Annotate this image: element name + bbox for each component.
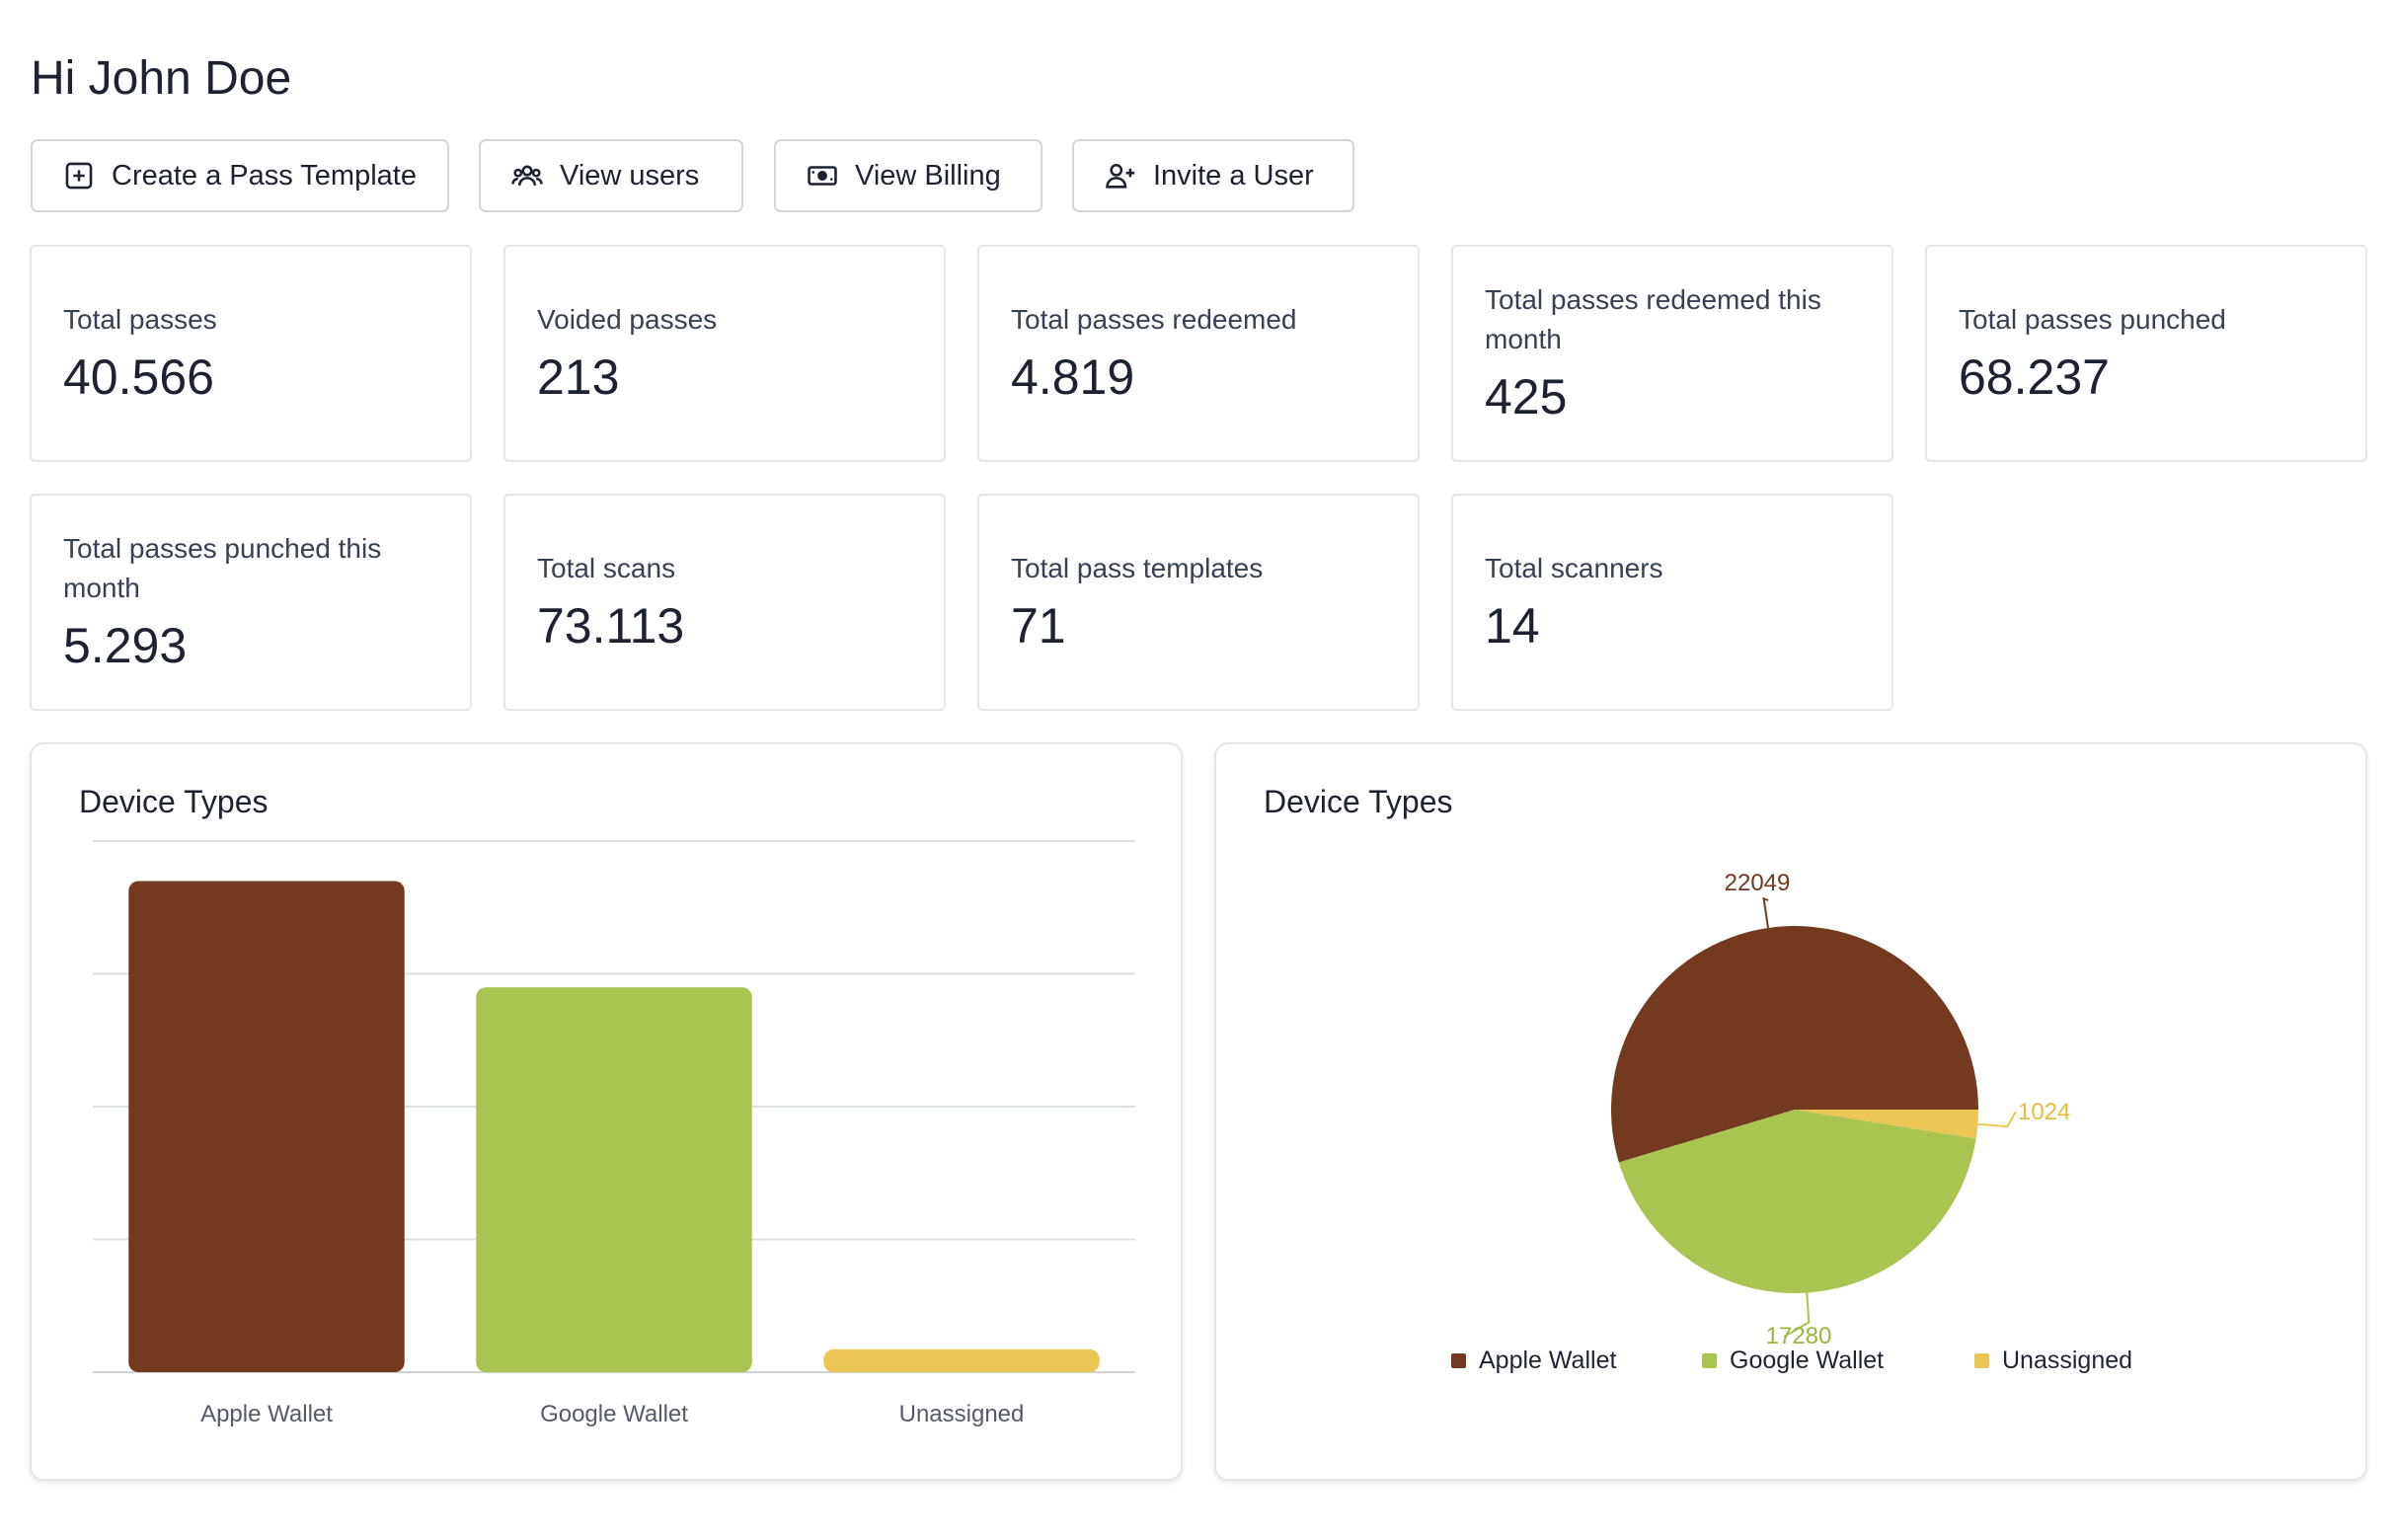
leader-line: [1977, 1111, 2017, 1128]
stat-value: 40.566: [63, 349, 214, 405]
stat-value: 68.237: [1959, 349, 2110, 405]
device-types-pie-chart: 22049 17280 1024 Apple Wallet Google Wallet U…: [1451, 870, 2132, 1374]
plus-square-icon: [62, 159, 96, 192]
stat-card-voided-passes: Voided passes 213: [503, 245, 946, 462]
stat-label: Total passes redeemed this month: [1485, 284, 1821, 354]
page-title: Hi John Doe: [31, 52, 292, 105]
slice-value-label: 1024: [2018, 1099, 2070, 1125]
stat-value: 73.113: [537, 598, 685, 654]
leader-line: [1762, 896, 1769, 929]
legend-swatch: [1974, 1353, 1989, 1368]
bar-unassigned: [823, 1348, 1100, 1372]
legend-swatch: [1702, 1353, 1717, 1368]
slice-apple-wallet: [1611, 925, 1978, 1163]
invite-user-button[interactable]: Invite a User: [1072, 139, 1354, 212]
stat-value: 14: [1485, 598, 1540, 654]
stat-value: 71: [1011, 598, 1066, 654]
slice-value-label: 17280: [1766, 1323, 1832, 1349]
stat-label: Total passes redeemed: [1011, 304, 1297, 335]
stat-card-total-passes: Total passes 40.566: [30, 245, 472, 462]
slice-google-wallet: [1618, 1110, 1976, 1293]
bar-google-wallet: [476, 987, 752, 1372]
stat-card-total-scans: Total scans 73.113: [503, 494, 946, 711]
create-pass-template-label: Create a Pass Template: [112, 159, 417, 192]
stat-value: 5.293: [63, 618, 188, 673]
legend-swatch: [1451, 1353, 1466, 1368]
slice-unassigned: [1795, 1110, 1978, 1139]
stat-value: 425: [1485, 369, 1568, 424]
stat-card-total-passes-punched: Total passes punched 68.237: [1925, 245, 2367, 462]
stat-label: Total scans: [537, 553, 676, 583]
users-icon: [510, 159, 544, 192]
legend-label: Unassigned: [2002, 1347, 2132, 1374]
stat-label: Total passes: [63, 304, 217, 335]
invite-user-label: Invite a User: [1153, 159, 1314, 192]
view-billing-button[interactable]: View Billing: [774, 139, 1042, 212]
pie-chart-title: Device Types: [1264, 784, 1453, 819]
stat-label: Total pass templates: [1011, 553, 1264, 583]
stat-label: Total passes punched: [1959, 304, 2226, 335]
user-plus-icon: [1104, 159, 1137, 192]
stat-card-punched-this-month: Total passes punched this month 5.293: [30, 494, 472, 711]
device-types-pie-panel: Device Types 22049 17280 1024 Apple Wallet G…: [1214, 742, 2367, 1481]
banknote-icon: [806, 159, 839, 192]
bar-apple-wallet: [128, 881, 405, 1372]
device-types-bar-panel: Device Types Apple Wallet Google Wallet Un…: [30, 742, 1183, 1481]
stat-value: 213: [537, 349, 620, 405]
stat-label: Voided passes: [537, 304, 718, 335]
stat-label: Total scanners: [1485, 553, 1663, 583]
bar-chart-title: Device Types: [79, 784, 269, 819]
slice-value-label: 22049: [1725, 870, 1791, 896]
leader-line: [1783, 1292, 1811, 1338]
x-tick-label: Google Wallet: [540, 1401, 688, 1427]
stat-value: 4.819: [1011, 349, 1135, 405]
stat-card-total-scanners: Total scanners 14: [1451, 494, 1893, 711]
view-users-button[interactable]: View users: [479, 139, 743, 212]
view-users-label: View users: [560, 159, 700, 192]
x-tick-label: Unassigned: [899, 1401, 1025, 1427]
device-types-bar-chart: Apple Wallet Google Wallet Unassigned: [93, 840, 1135, 1427]
stat-card-redeemed-this-month: Total passes redeemed this month 425: [1451, 245, 1893, 462]
stat-card-total-passes-redeemed: Total passes redeemed 4.819: [977, 245, 1420, 462]
stat-label: Total passes punched this month: [63, 533, 382, 603]
create-pass-template-button[interactable]: Create a Pass Template: [31, 139, 449, 212]
x-tick-label: Apple Wallet: [200, 1401, 333, 1427]
legend-label: Apple Wallet: [1479, 1347, 1616, 1374]
view-billing-label: View Billing: [855, 159, 1001, 192]
stat-card-total-pass-templates: Total pass templates 71: [977, 494, 1420, 711]
legend-label: Google Wallet: [1730, 1347, 1884, 1374]
